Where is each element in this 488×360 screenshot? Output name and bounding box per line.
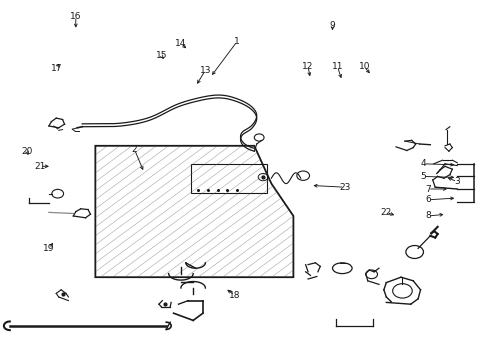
Text: 8: 8 xyxy=(424,211,430,220)
Text: 20: 20 xyxy=(21,147,33,156)
Text: 1: 1 xyxy=(234,37,240,46)
Text: 4: 4 xyxy=(419,159,425,168)
Text: 17: 17 xyxy=(50,64,62,73)
Text: 16: 16 xyxy=(70,12,81,21)
Text: 13: 13 xyxy=(199,66,211,75)
Text: 22: 22 xyxy=(380,208,391,217)
Text: 2: 2 xyxy=(131,145,137,154)
Text: 3: 3 xyxy=(453,177,459,186)
Text: 10: 10 xyxy=(358,62,369,71)
Text: 15: 15 xyxy=(155,51,167,60)
Text: 7: 7 xyxy=(424,184,430,194)
Text: 11: 11 xyxy=(331,62,343,71)
Text: 12: 12 xyxy=(302,62,313,71)
Text: 14: 14 xyxy=(175,39,186,48)
Text: 9: 9 xyxy=(329,21,335,30)
Text: 18: 18 xyxy=(228,291,240,300)
Text: 21: 21 xyxy=(34,162,46,171)
Text: 5: 5 xyxy=(419,172,425,181)
Bar xyxy=(190,164,266,193)
Text: 23: 23 xyxy=(338,183,350,192)
Text: 19: 19 xyxy=(43,244,55,253)
Text: 6: 6 xyxy=(424,195,430,204)
